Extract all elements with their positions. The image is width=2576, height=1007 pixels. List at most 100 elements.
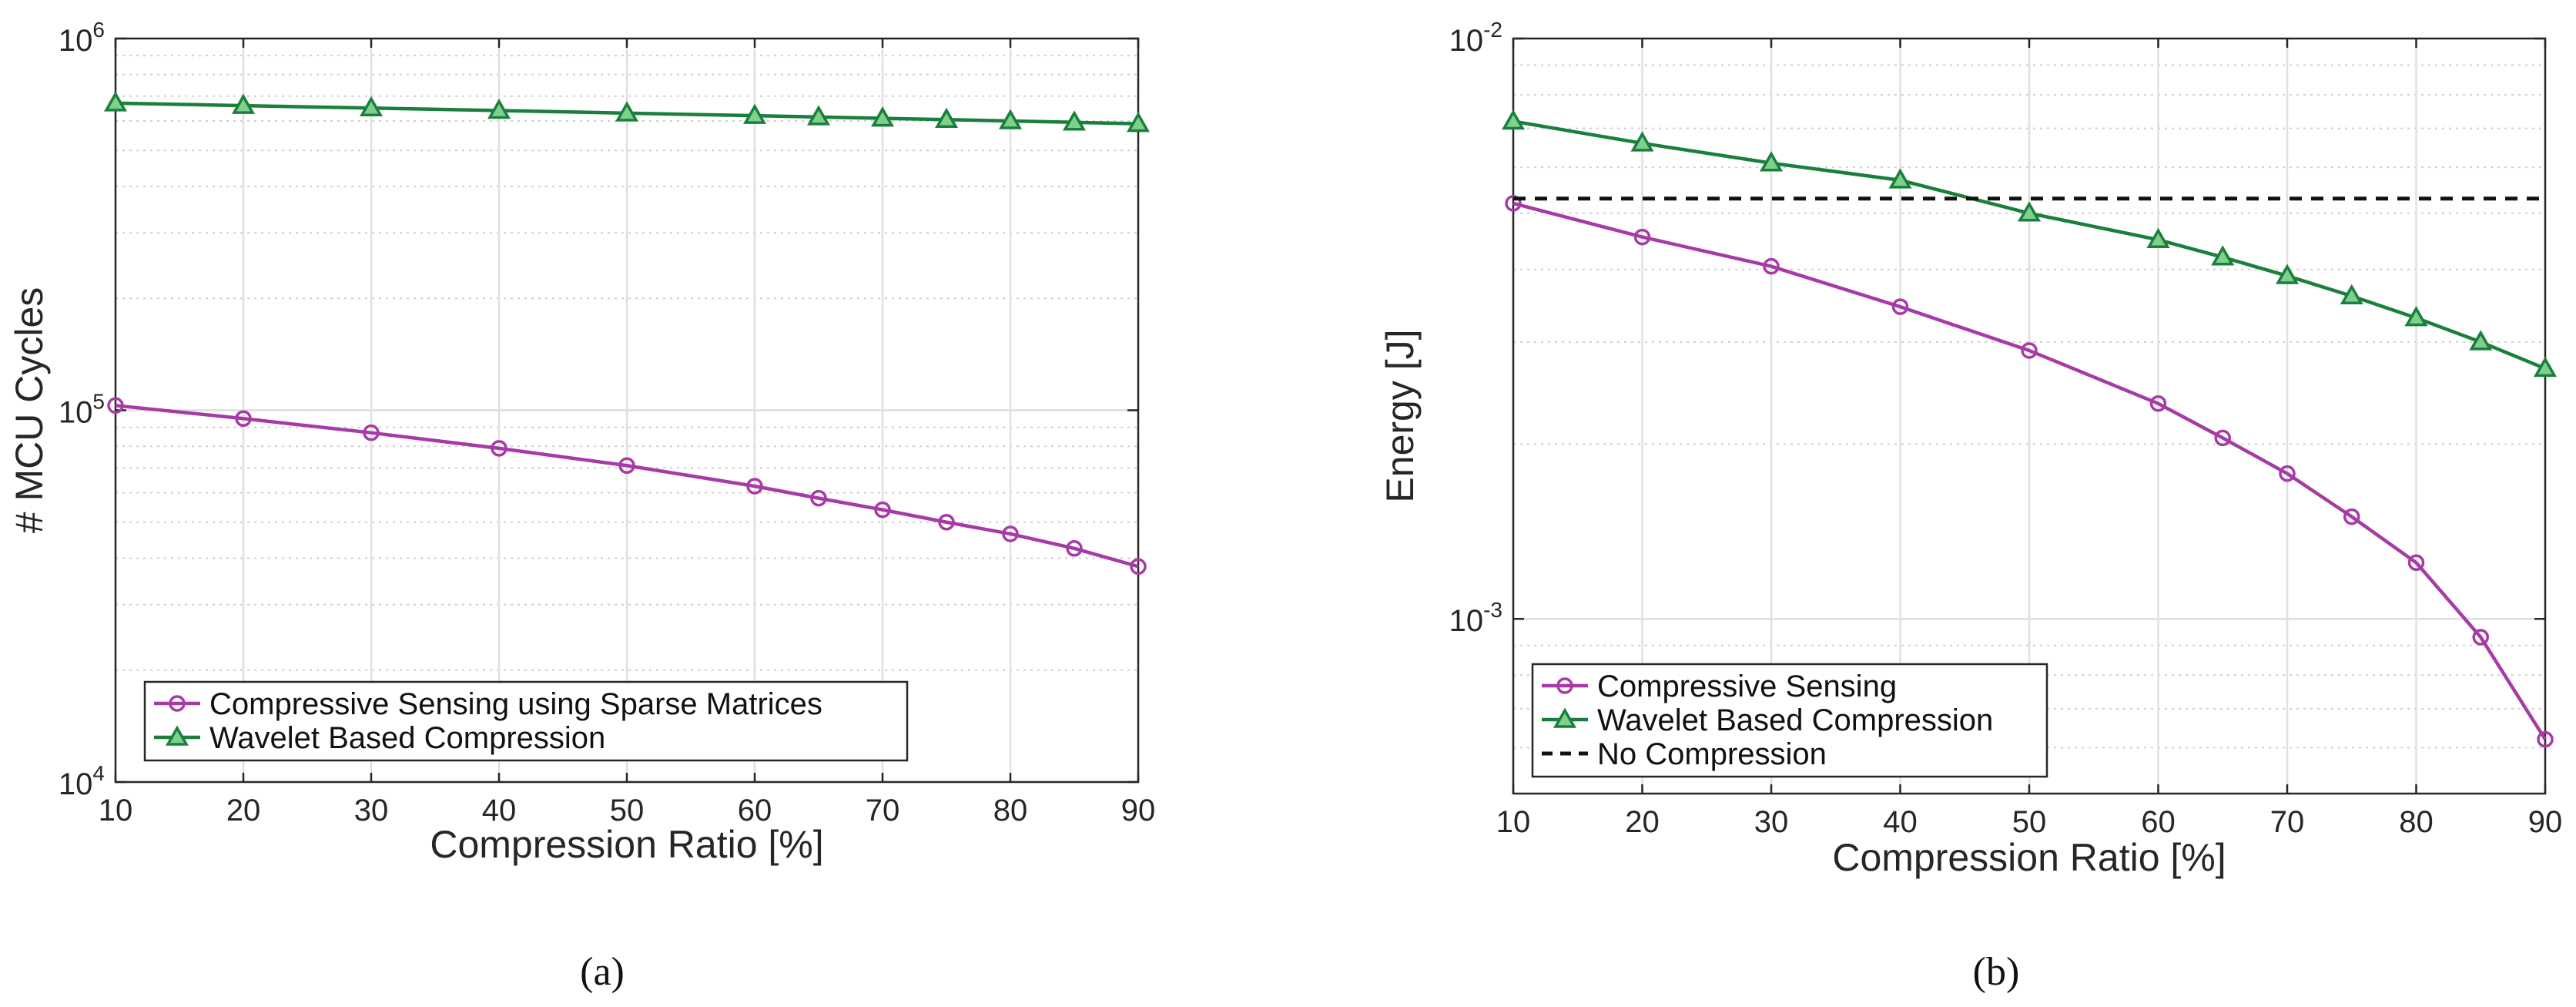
panel-b-data-point	[1630, 131, 1654, 152]
panel-a-y-tick-label: 106	[59, 18, 105, 58]
panel-a-caption: (a)	[580, 950, 625, 994]
panel-b-series-line	[1512, 201, 2547, 740]
panel-b-x-tick-label: 50	[2012, 805, 2047, 839]
panel-a-data-point	[1130, 558, 1147, 576]
panel-a-data-point	[363, 424, 380, 441]
panel-b-data-point	[2469, 330, 2493, 351]
panel-a-data-point	[934, 107, 959, 129]
panel-a-data-point	[107, 397, 124, 415]
panel-a-y-axis-label: # MCU Cycles	[8, 287, 51, 533]
panel-b-series-2	[1501, 109, 2558, 378]
panel-a-data-point	[1002, 525, 1019, 542]
panel-b-x-tick-label: 30	[1754, 805, 1789, 839]
panel-a-data-point	[742, 103, 767, 124]
panel-a-data-point	[810, 489, 827, 507]
panel-a-legend-marker	[169, 695, 186, 712]
panel-b-x-tick-label: 70	[2270, 805, 2305, 839]
panel-a-legend: Compressive Sensing using Sparse Matrice…	[143, 680, 909, 762]
panel-b-data-point	[2279, 465, 2296, 482]
panel-b-legend-entry: Wavelet Based Compression	[1597, 703, 1993, 737]
panel-b-data-point	[2407, 554, 2425, 572]
panel-b-legend-entry: Compressive Sensing	[1597, 670, 1897, 703]
panel-a-x-tick-label: 60	[738, 794, 772, 827]
panel-b-data-point	[2533, 356, 2558, 378]
panel-b-data-point	[2149, 394, 2167, 412]
panel-b-data-point	[2275, 263, 2300, 284]
panel-a-data-point	[746, 478, 763, 495]
panel-a-legend-entry: Compressive Sensing using Sparse Matrice…	[209, 687, 822, 721]
panel-b-data-point	[2146, 227, 2170, 248]
panel-b-y-tick-label: 10-3	[1449, 598, 1502, 638]
panel-b-x-tick-label: 20	[1625, 805, 1660, 839]
panel-b-x-tick-label: 60	[2141, 805, 2176, 839]
panel-a-x-tick-label: 50	[610, 794, 645, 827]
panel-a-chart: 10 20 30 40 50 60 70 80 90 104 105 106 Compression R…	[8, 18, 1155, 994]
panel-b-data-point	[2472, 629, 2489, 646]
panel-a-data-point	[359, 96, 384, 117]
panel-b-legend-marker	[1553, 707, 1577, 728]
panel-a-data-point	[1062, 110, 1087, 131]
panel-b-y-tick-label: 10-2	[1449, 18, 1502, 58]
panel-b-data-point	[1891, 298, 1909, 315]
panel-a-gridlines	[116, 39, 1138, 782]
panel-a-data-point	[103, 91, 128, 112]
panel-a-x-tick-label: 70	[866, 794, 900, 827]
panel-b-x-tick-label: 80	[2399, 805, 2434, 839]
panel-a-x-axis-label: Compression Ratio [%]	[430, 823, 823, 866]
panel-a-data-point	[870, 106, 895, 127]
panel-b-data-point	[2021, 342, 2038, 359]
panel-a-series-line	[115, 404, 1139, 569]
panel-b-legend-entry: No Compression	[1597, 737, 1827, 771]
panel-b-data-point	[1763, 257, 1780, 275]
panel-a-x-tick-label: 10	[99, 794, 133, 827]
panel-b-chart: 10 20 30 40 50 60 70 80 90 10-3 10-2 Compression Ra…	[1378, 18, 2562, 994]
panel-b-x-axis-label: Compression Ratio [%]	[1832, 836, 2226, 879]
panel-a-data-point	[491, 440, 507, 457]
panel-a-legend-marker	[165, 725, 189, 746]
panel-a-x-tick-label: 80	[993, 794, 1028, 827]
panel-a-y-tick-label: 105	[59, 390, 105, 430]
panel-a-data-point	[487, 98, 511, 119]
panel-b-series-line	[1512, 119, 2546, 371]
panel-a-data-point	[235, 410, 252, 427]
panel-b-caption: (b)	[1973, 950, 2020, 994]
panel-b-x-tick-label: 10	[1496, 805, 1531, 839]
panel-a-data-point	[231, 93, 256, 114]
panel-a-y-ticks: 104 105 106	[59, 18, 1138, 801]
panel-a-data-point	[806, 105, 831, 126]
panel-b-x-tick-label: 90	[2528, 805, 2563, 839]
panel-b-data-point	[2211, 245, 2235, 266]
panel-a-series-line	[115, 101, 1139, 126]
panel-b-data-point	[1888, 168, 1912, 189]
panel-a-data-point	[615, 101, 639, 122]
panel-b-x-ticks: 10 20 30 40 50 60 70 80 90	[1496, 39, 2563, 839]
panel-a-y-tick-label: 104	[59, 761, 105, 801]
panel-a-legend-entry: Wavelet Based Compression	[209, 721, 605, 755]
panel-b-data-point	[2017, 201, 2042, 222]
panel-b-data-point	[2537, 730, 2554, 748]
panel-b-data-point	[1633, 228, 1651, 246]
panel-b-x-tick-label: 40	[1883, 805, 1918, 839]
panel-a-x-ticks: 10 20 30 40 50 60 70 80 90	[99, 39, 1156, 827]
panel-a-x-tick-label: 90	[1121, 794, 1156, 827]
panel-a-x-tick-label: 30	[354, 794, 389, 827]
panel-a-x-tick-label: 20	[226, 794, 261, 827]
panel-b-y-axis-label: Energy [J]	[1378, 329, 1422, 502]
panel-a-series-1	[107, 397, 1147, 576]
panel-a-legend-box	[143, 680, 909, 762]
panel-a-x-tick-label: 40	[482, 794, 517, 827]
panel-a-data-point	[938, 513, 955, 531]
panel-b-data-point	[1505, 195, 1522, 212]
panel-b-data-point	[2214, 429, 2231, 447]
panel-a-data-point	[998, 109, 1023, 129]
panel-b-y-ticks: 10-3 10-2	[1449, 18, 2545, 638]
panel-b-data-point	[2343, 508, 2360, 525]
panel-b-data-point	[1501, 109, 1526, 130]
panel-a-series-2	[103, 91, 1151, 133]
panel-b-series-1	[1505, 195, 2554, 748]
panel-b-data-point	[2340, 284, 2363, 304]
panel-a-data-point	[618, 457, 635, 475]
panel-b-legend-box	[1531, 663, 2048, 778]
